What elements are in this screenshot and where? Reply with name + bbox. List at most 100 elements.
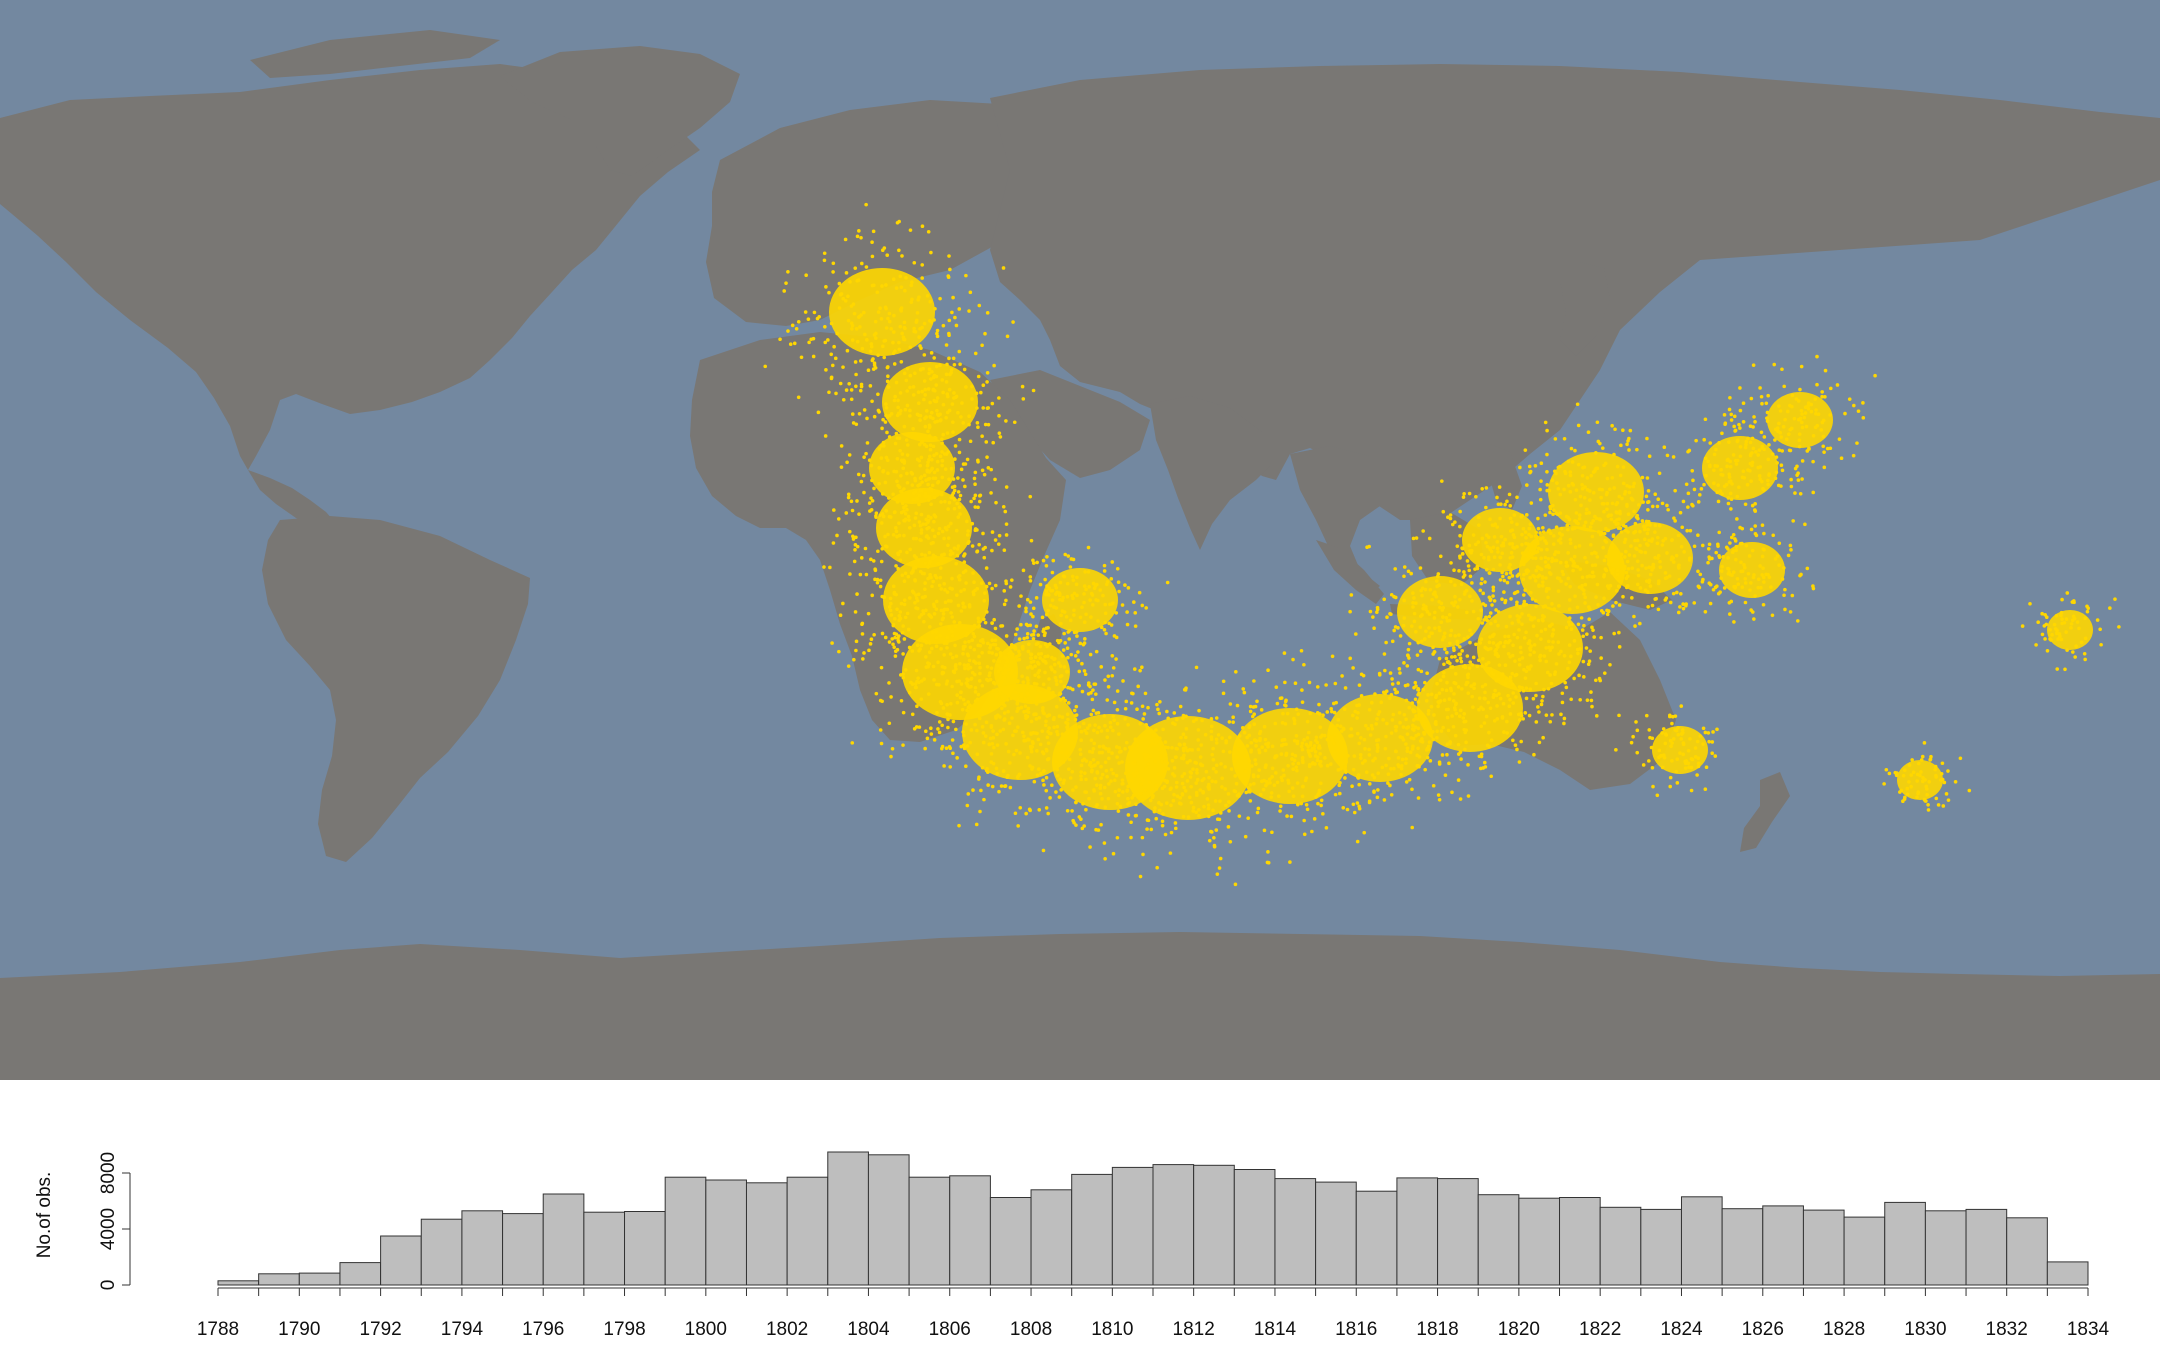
observation-point [1416, 686, 1421, 691]
observation-point [1727, 472, 1732, 477]
observation-point [975, 752, 980, 757]
observation-point [884, 402, 888, 406]
x-tick-label: 1812 [1173, 1319, 1215, 1340]
observation-point [985, 311, 990, 315]
observation-point [871, 357, 875, 361]
observation-point [1495, 525, 1500, 529]
observation-point [1911, 770, 1916, 774]
observation-point [1607, 586, 1611, 591]
observation-point [1091, 758, 1096, 762]
observation-point [927, 550, 932, 555]
observation-point [858, 359, 863, 363]
observation-point [936, 413, 941, 418]
observation-point [916, 592, 921, 597]
observation-point [979, 788, 983, 793]
observation-point [1543, 604, 1548, 608]
observation-point [1648, 735, 1652, 740]
land-arctic-islands [250, 30, 500, 78]
observation-point [941, 616, 945, 620]
observation-point [1467, 568, 1472, 573]
observation-point [1061, 760, 1066, 764]
observation-point [2072, 616, 2077, 621]
observation-point [1669, 744, 1673, 749]
observation-point [934, 364, 939, 369]
observation-point [951, 356, 956, 361]
observation-point [1483, 682, 1488, 687]
observation-point [990, 548, 994, 553]
observation-point [1028, 764, 1032, 768]
observation-point [923, 587, 927, 592]
observation-point [1003, 663, 1008, 668]
observation-point [953, 315, 957, 320]
observation-point [986, 406, 991, 410]
observation-point [838, 613, 843, 618]
observation-point [1550, 634, 1555, 638]
observation-point [1557, 604, 1561, 608]
observation-point [1117, 732, 1121, 736]
observation-point [1814, 408, 1818, 412]
observation-point [1477, 523, 1481, 527]
observation-point [1209, 717, 1214, 721]
observation-point [1353, 632, 1358, 636]
observation-point [1632, 481, 1636, 486]
observation-point [1582, 675, 1586, 679]
observation-point [947, 626, 952, 631]
observation-point [1927, 779, 1932, 784]
observation-point [1196, 738, 1201, 742]
observation-point [1887, 771, 1892, 776]
observation-point [1567, 598, 1572, 602]
observation-point [1548, 648, 1553, 652]
observation-point [1025, 597, 1030, 602]
observation-point [933, 436, 938, 440]
observation-point [2059, 610, 2064, 615]
observation-point [1479, 637, 1484, 641]
observation-point [900, 630, 905, 635]
observation-point [1162, 767, 1166, 772]
observation-point [2043, 613, 2047, 617]
observation-point [1753, 594, 1757, 598]
observation-point [1195, 777, 1200, 782]
observation-point [850, 508, 855, 513]
observation-point [968, 703, 972, 708]
observation-point [1693, 746, 1698, 750]
observation-point [947, 745, 952, 749]
observation-point [1644, 494, 1649, 499]
observation-point [1029, 612, 1033, 616]
observation-point [1194, 717, 1199, 722]
observation-point [992, 363, 996, 368]
observation-point [973, 528, 978, 533]
observation-point [1076, 658, 1081, 662]
observation-point [950, 684, 954, 689]
observation-point [1340, 674, 1344, 678]
observation-point [976, 777, 981, 781]
observation-point [1514, 695, 1518, 699]
observation-point [926, 664, 930, 669]
observation-point [2034, 643, 2038, 647]
observation-point [2083, 657, 2087, 662]
observation-point [1505, 719, 1509, 724]
observation-point [1095, 770, 1100, 774]
observation-point [1299, 648, 1304, 653]
observation-point [1753, 420, 1757, 424]
histogram-bar [1721, 1208, 1764, 1286]
observation-point [1533, 578, 1538, 583]
observation-point [1748, 588, 1752, 592]
observation-point [1758, 477, 1762, 482]
observation-point [1223, 765, 1227, 769]
observation-point [879, 741, 884, 746]
observation-point [811, 336, 816, 341]
observation-point [1788, 403, 1792, 408]
observation-point [1651, 784, 1655, 789]
observation-point [1593, 563, 1598, 567]
observation-point [917, 648, 921, 653]
observation-point [1726, 496, 1731, 500]
observation-point [964, 385, 968, 389]
observation-point [857, 229, 861, 233]
observation-point [1333, 792, 1338, 797]
observation-point [1068, 618, 1073, 623]
observation-point [1285, 814, 1289, 818]
observation-point [937, 526, 942, 531]
observation-point [1401, 623, 1406, 628]
observation-point [1011, 320, 1015, 324]
observation-point [1430, 631, 1434, 636]
